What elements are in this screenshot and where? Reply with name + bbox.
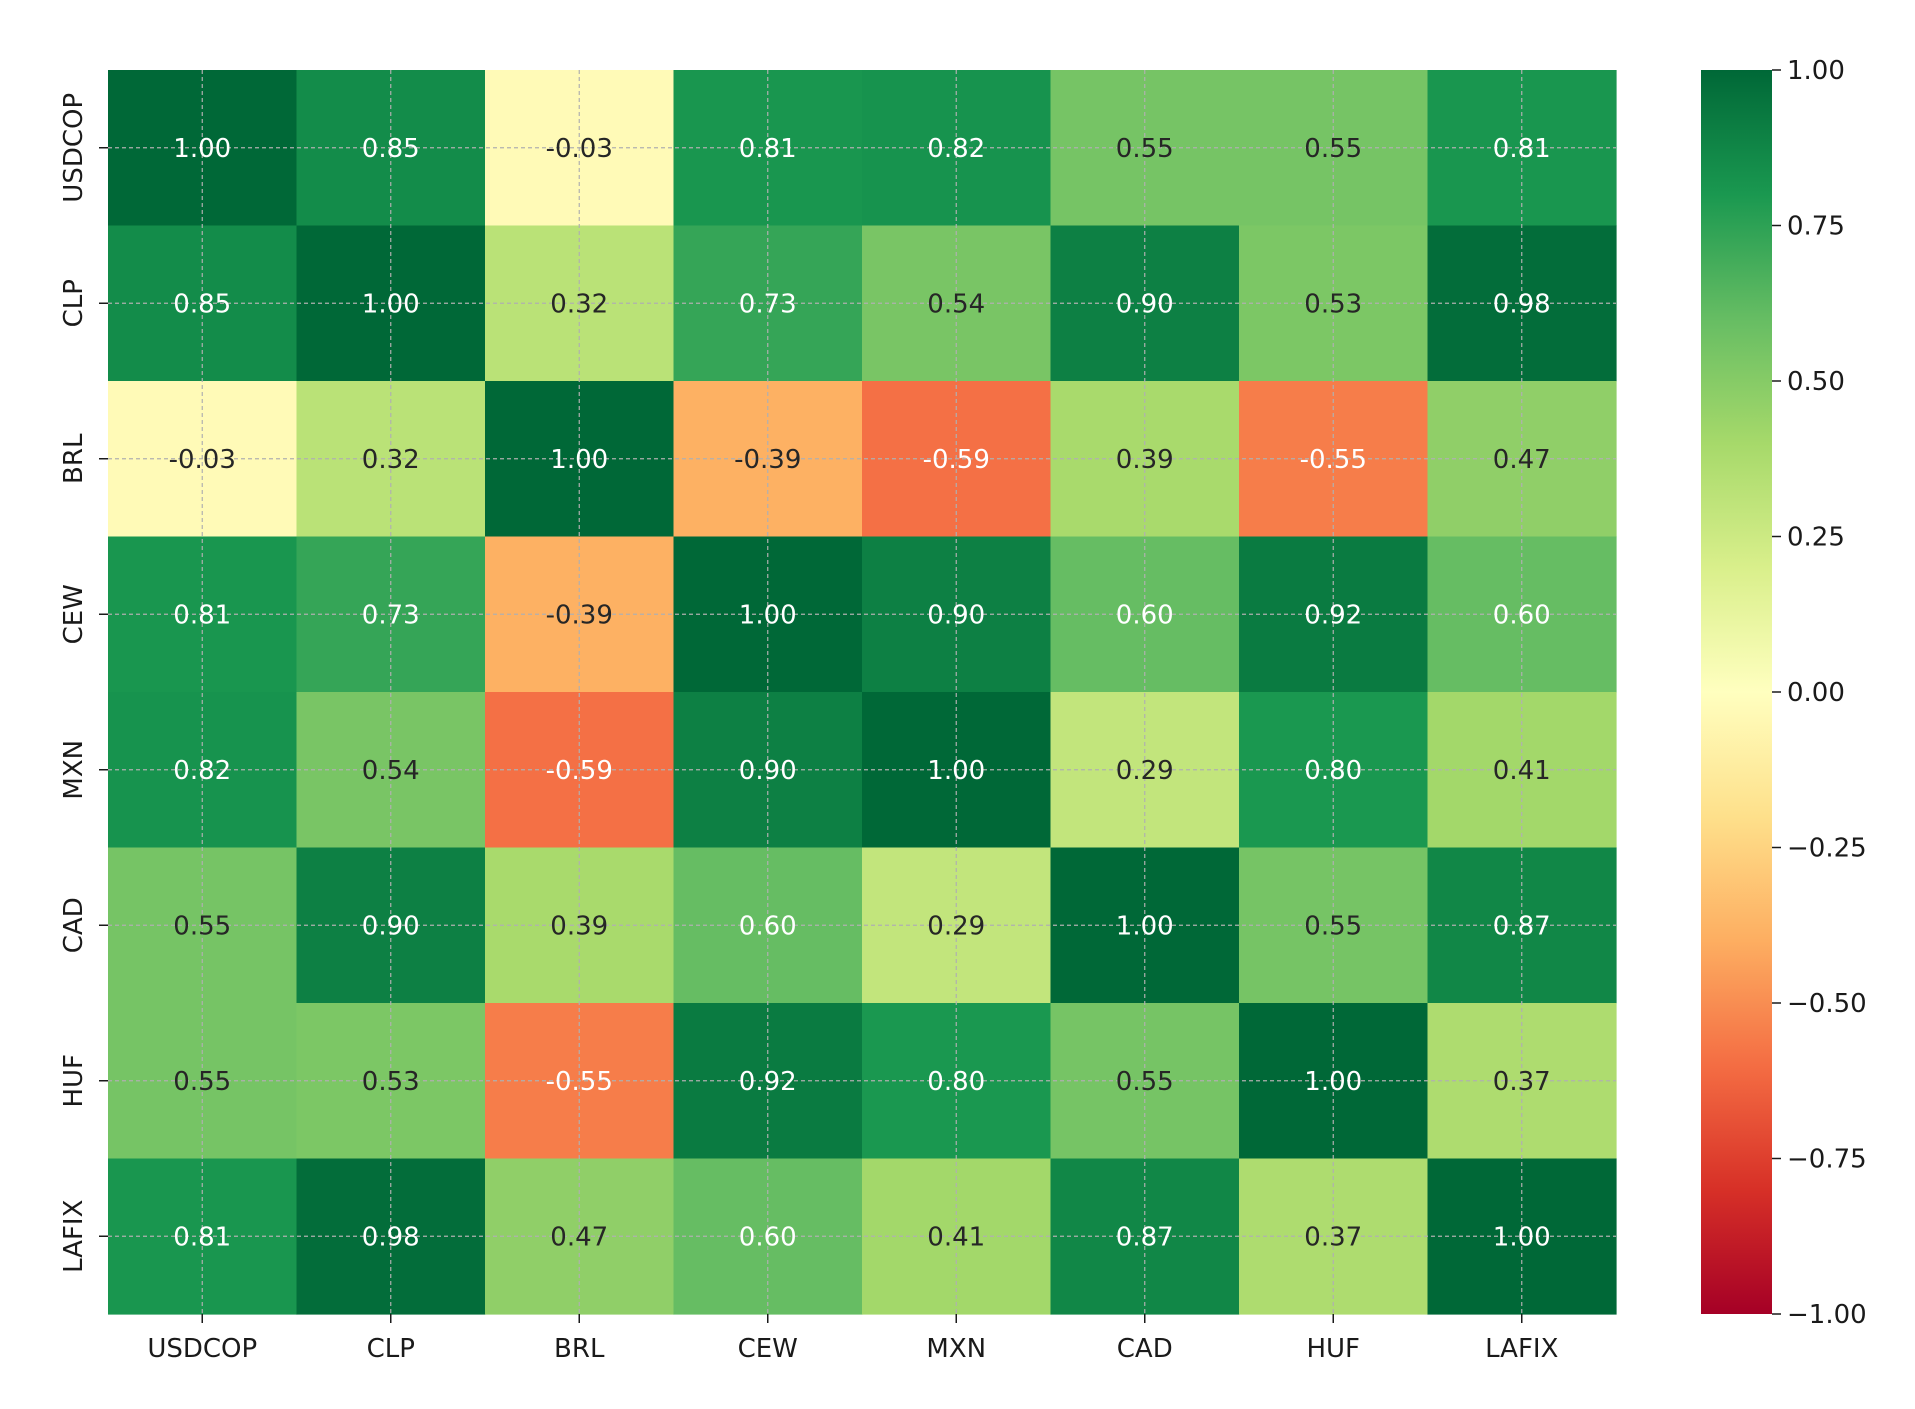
colorbar-tick-label: 0.00 — [1787, 678, 1845, 708]
cell-value-label: 0.32 — [362, 445, 420, 475]
cell-value-label: 0.81 — [173, 600, 231, 630]
colorbar-tick-label: 0.50 — [1787, 367, 1845, 397]
cell-value-label: 0.81 — [739, 134, 797, 164]
y-tick-label: CLP — [59, 279, 89, 327]
cell-value-label: 0.98 — [1493, 289, 1551, 319]
cell-value-label: 0.87 — [1116, 1222, 1174, 1252]
cell-value-label: 0.47 — [550, 1222, 608, 1252]
cell-value-label: -0.59 — [546, 756, 613, 786]
cell-value-label: 0.80 — [1304, 756, 1362, 786]
cell-value-label: 0.55 — [1116, 134, 1174, 164]
cell-value-label: 0.60 — [739, 1222, 797, 1252]
x-axis: USDCOP CLP BRL CEW MXN CAD HUF LAFIX — [147, 1314, 1558, 1364]
cell-value-label: 0.90 — [362, 911, 420, 941]
cell-value-label: 0.60 — [1493, 600, 1551, 630]
cell-value-label: 0.98 — [362, 1222, 420, 1252]
cell-value-label: 1.00 — [1116, 911, 1174, 941]
colorbar: 1.00 0.75 0.50 0.25 0.00 −0.25 −0.50 −0.75 −1.00 — [1701, 56, 1867, 1330]
x-tick-label: CAD — [1117, 1334, 1173, 1364]
cell-value-label: -0.55 — [1300, 445, 1367, 475]
colorbar-gradient — [1701, 70, 1772, 1314]
cell-value-label: 0.39 — [550, 911, 608, 941]
cell-value-label: 0.54 — [362, 756, 420, 786]
cell-value-label: 0.92 — [739, 1067, 797, 1097]
heatmap-cells — [108, 70, 1617, 1315]
cell-value-label: 0.53 — [1304, 289, 1362, 319]
x-tick-label: BRL — [554, 1334, 605, 1364]
cell-value-label: 0.81 — [173, 1222, 231, 1252]
cell-value-label: 0.55 — [1304, 134, 1362, 164]
x-tick-label: USDCOP — [147, 1334, 257, 1364]
cell-value-label: 0.37 — [1493, 1067, 1551, 1097]
x-tick-label: MXN — [926, 1334, 986, 1364]
cell-value-label: 0.39 — [1116, 445, 1174, 475]
colorbar-tick-label: 0.25 — [1787, 523, 1845, 553]
cell-value-label: 1.00 — [927, 756, 985, 786]
cell-value-label: 0.90 — [1116, 289, 1174, 319]
y-tick-label: BRL — [59, 433, 89, 484]
cell-value-label: 0.90 — [739, 756, 797, 786]
cell-value-label: 0.41 — [1493, 756, 1551, 786]
x-tick-label: LAFIX — [1485, 1334, 1558, 1364]
cell-value-label: 0.60 — [739, 911, 797, 941]
cell-value-label: 0.53 — [362, 1067, 420, 1097]
cell-value-label: 0.55 — [1304, 911, 1362, 941]
cell-value-label: -0.59 — [923, 445, 990, 475]
cell-value-label: 0.55 — [1116, 1067, 1174, 1097]
cell-value-label: 0.41 — [927, 1222, 985, 1252]
y-tick-label: USDCOP — [59, 93, 89, 203]
cell-value-label: 0.85 — [362, 134, 420, 164]
cell-value-label: 0.55 — [173, 911, 231, 941]
cell-value-label: 0.32 — [550, 289, 608, 319]
y-tick-label: HUF — [59, 1054, 89, 1108]
cell-value-label: 0.82 — [927, 134, 985, 164]
colorbar-tick-label: 1.00 — [1787, 56, 1845, 86]
cell-value-label: 0.47 — [1493, 445, 1551, 475]
cell-value-label: 0.80 — [927, 1067, 985, 1097]
x-tick-label: HUF — [1306, 1334, 1360, 1364]
y-tick-label: MXN — [59, 740, 89, 800]
cell-value-label: 0.29 — [1116, 756, 1174, 786]
cell-value-label: 0.92 — [1304, 600, 1362, 630]
cell-value-label: 0.82 — [173, 756, 231, 786]
cell-value-label: 0.87 — [1493, 911, 1551, 941]
cell-value-label: -0.55 — [546, 1067, 613, 1097]
cell-value-label: 1.00 — [1304, 1067, 1362, 1097]
y-tick-label: LAFIX — [59, 1200, 89, 1273]
cell-value-label: 0.37 — [1304, 1222, 1362, 1252]
cell-value-label: -0.39 — [734, 445, 801, 475]
cell-value-label: 0.85 — [173, 289, 231, 319]
y-tick-label: CAD — [59, 897, 89, 953]
colorbar-tick-label: −0.75 — [1787, 1145, 1867, 1175]
cell-value-label: 0.54 — [927, 289, 985, 319]
cell-value-label: -0.39 — [546, 600, 613, 630]
y-tick-label: CEW — [59, 584, 89, 644]
cell-value-label: 1.00 — [550, 445, 608, 475]
y-axis: USDCOP CLP BRL CEW MXN CAD HUF LAFIX — [59, 93, 108, 1273]
cell-value-label: -0.03 — [169, 445, 236, 475]
cell-value-label: 0.55 — [173, 1067, 231, 1097]
heatmap-annotations: 1.00 0.85 -0.03 0.81 0.82 0.55 0.55 0.81 0.85 1.0… — [169, 134, 1551, 1253]
cell-value-label: 0.73 — [739, 289, 797, 319]
heatmap-grid — [108, 70, 1616, 1314]
cell-value-label: 0.81 — [1493, 134, 1551, 164]
cell-value-label: -0.03 — [546, 134, 613, 164]
cell-value-label: 0.60 — [1116, 600, 1174, 630]
x-tick-label: CEW — [738, 1334, 798, 1364]
cell-value-label: 0.29 — [927, 911, 985, 941]
colorbar-tick-label: −0.50 — [1787, 989, 1867, 1019]
colorbar-tick-label: −0.25 — [1787, 834, 1867, 864]
cell-value-label: 0.90 — [927, 600, 985, 630]
cell-value-label: 0.73 — [362, 600, 420, 630]
cell-value-label: 1.00 — [362, 289, 420, 319]
colorbar-tick-label: 0.75 — [1787, 212, 1845, 242]
cell-value-label: 1.00 — [1493, 1222, 1551, 1252]
colorbar-tick-label: −1.00 — [1787, 1300, 1867, 1330]
x-tick-label: CLP — [367, 1334, 415, 1364]
cell-value-label: 1.00 — [739, 600, 797, 630]
cell-value-label: 1.00 — [173, 134, 231, 164]
